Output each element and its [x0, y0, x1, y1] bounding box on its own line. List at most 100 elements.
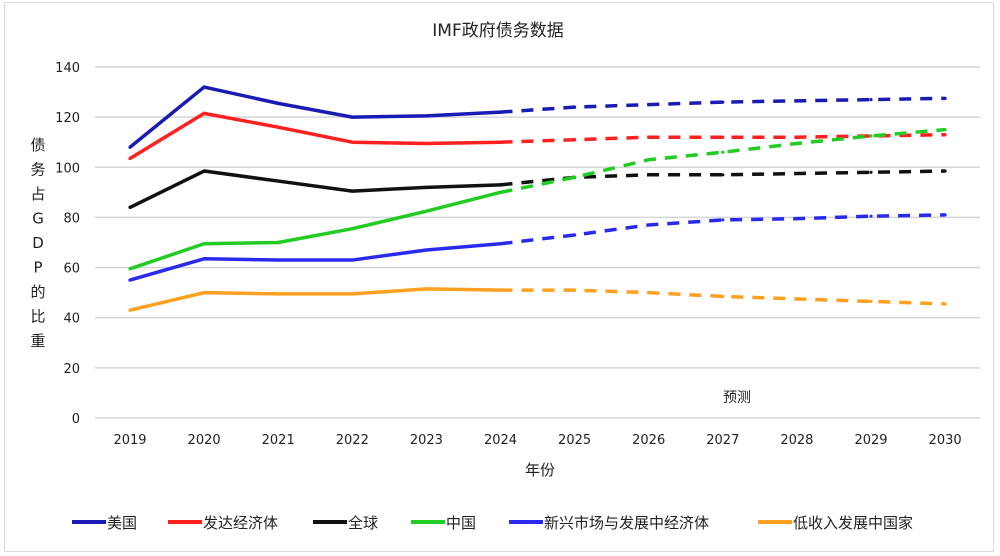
data-point — [498, 190, 503, 194]
data-point — [721, 218, 725, 222]
y-tick-label: 0 — [72, 412, 80, 427]
series-0 — [128, 85, 947, 149]
chart-frame — [4, 2, 994, 552]
legend-item: 新兴市场与发展中经济体 — [509, 514, 709, 532]
data-point — [721, 294, 725, 299]
y-tick-label: 100 — [55, 161, 80, 176]
data-point — [647, 103, 651, 107]
legend-label: 中国 — [446, 514, 476, 532]
y-tick-label: 60 — [63, 262, 80, 277]
x-tick-label: 2021 — [262, 433, 295, 448]
data-point — [498, 288, 503, 292]
data-point — [647, 158, 651, 162]
y-axis-ticks: 0 20 40 60 80 100 120 140 — [55, 61, 80, 427]
data-point — [202, 85, 206, 89]
x-tick-label: 2022 — [336, 433, 369, 448]
data-point — [128, 308, 132, 312]
data-point — [202, 257, 206, 261]
x-tick-label: 2023 — [410, 433, 443, 448]
legend-item: 美国 — [72, 514, 137, 532]
legend-item: 发达经济体 — [168, 514, 278, 532]
y-axis-title-char: G — [32, 210, 44, 228]
data-point — [202, 111, 206, 115]
data-point — [647, 135, 651, 139]
data-point — [795, 217, 799, 221]
x-tick-label: 2029 — [854, 433, 887, 448]
x-tick-label: 2025 — [558, 433, 591, 448]
data-point — [795, 99, 799, 103]
data-point — [573, 138, 577, 142]
series-line-actual — [129, 287, 501, 312]
data-point — [647, 173, 651, 177]
data-point — [573, 288, 577, 292]
data-point — [350, 115, 354, 119]
data-point — [721, 100, 725, 104]
data-point — [498, 140, 503, 144]
data-point — [721, 150, 725, 154]
y-axis-title-char: 占 — [30, 185, 45, 203]
data-point — [869, 97, 873, 102]
series-line-actual — [129, 169, 501, 209]
x-tick-label: 2026 — [632, 433, 665, 448]
data-point — [795, 141, 799, 146]
legend: 美国 发达经济体 全球 中国 新兴市场与发展中经济体 低收入发展中国家 — [72, 514, 913, 532]
data-point — [276, 101, 280, 105]
legend-label: 美国 — [107, 514, 137, 532]
data-point — [943, 213, 947, 217]
data-point — [647, 223, 651, 227]
data-point — [128, 205, 132, 209]
data-point — [276, 292, 280, 296]
data-point — [424, 141, 428, 146]
series-line-actual — [129, 111, 501, 161]
data-point — [128, 278, 132, 282]
data-point — [943, 96, 947, 100]
y-tick-label: 40 — [63, 312, 80, 327]
data-point — [869, 170, 873, 174]
y-axis-title-char: 重 — [30, 332, 45, 350]
data-point — [276, 125, 280, 129]
y-tick-label: 140 — [55, 61, 80, 76]
data-point — [128, 267, 132, 271]
data-point — [943, 169, 947, 173]
x-tick-label: 2020 — [188, 433, 221, 448]
data-point — [202, 169, 206, 173]
data-point — [795, 171, 799, 176]
data-point — [721, 173, 725, 177]
x-tick-label: 2030 — [929, 433, 962, 448]
data-point — [424, 114, 428, 118]
data-point — [795, 135, 799, 139]
data-point — [276, 240, 280, 245]
series-lines — [128, 85, 947, 312]
data-point — [276, 258, 280, 262]
gridlines — [95, 66, 980, 419]
data-point — [795, 297, 799, 301]
series-1 — [128, 111, 947, 161]
forecast-annotation: 预测 — [723, 390, 751, 406]
chart-title: IMF政府债务数据 — [432, 21, 563, 41]
legend-item: 中国 — [411, 514, 476, 532]
series-4 — [128, 213, 947, 282]
legend-label: 全球 — [348, 514, 378, 532]
data-point — [128, 156, 132, 161]
y-tick-label: 20 — [63, 362, 80, 377]
x-tick-label: 2027 — [706, 433, 739, 448]
data-point — [498, 183, 503, 187]
data-point — [943, 133, 947, 137]
series-line-forecast — [500, 96, 946, 114]
y-axis-title-char: 的 — [30, 283, 45, 301]
data-point — [350, 140, 354, 144]
data-point — [350, 292, 354, 296]
data-point — [202, 291, 206, 295]
data-point — [350, 189, 354, 193]
data-point — [869, 134, 873, 138]
data-point — [202, 242, 206, 246]
series-5 — [128, 287, 947, 312]
x-axis-ticks: 2019 2020 2021 2022 2023 2024 2025 2026 2027 2028… — [113, 433, 961, 448]
series-3 — [128, 127, 947, 271]
data-point — [276, 179, 280, 183]
y-axis-title-char: D — [32, 234, 44, 252]
series-line-actual — [129, 242, 501, 282]
data-point — [943, 128, 947, 132]
